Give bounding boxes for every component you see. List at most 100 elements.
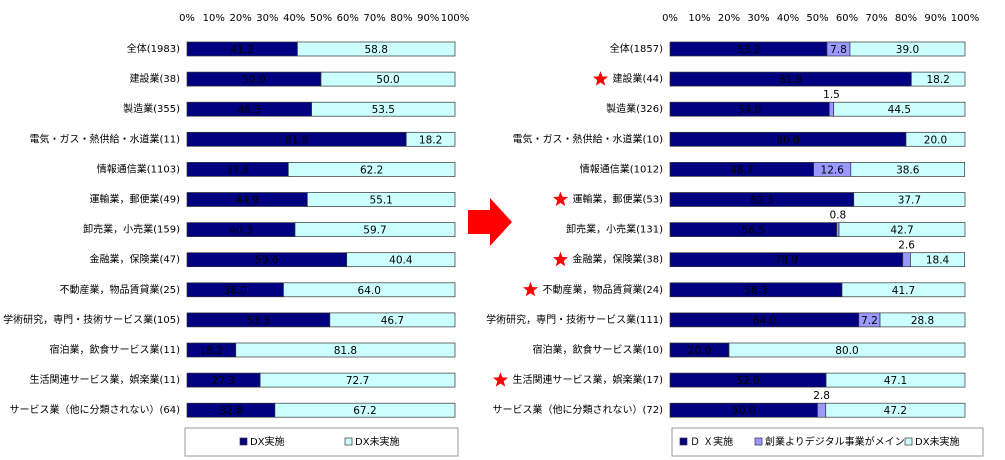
bar-segment bbox=[311, 101, 456, 117]
value-label: 56.5 bbox=[742, 225, 765, 237]
bar-segment bbox=[274, 402, 456, 418]
bar-segment bbox=[817, 402, 827, 418]
x-tick-label: 90% bbox=[417, 13, 439, 24]
category-label: 学術研究，専門・技術サービス業(111) bbox=[486, 313, 663, 326]
value-label: 32.8 bbox=[219, 405, 242, 417]
category-label: 卸売業，小売業(159) bbox=[83, 223, 180, 236]
value-label: 40.3 bbox=[229, 225, 252, 237]
category-label: 運輸業，郵便業(49) bbox=[89, 193, 180, 206]
star-icon bbox=[552, 191, 569, 206]
bar-segment bbox=[320, 71, 456, 87]
value-label: 62.3 bbox=[750, 195, 773, 207]
value-label: 58.8 bbox=[365, 44, 388, 56]
x-tick-label: 70% bbox=[363, 13, 385, 24]
bar-segment bbox=[346, 252, 456, 268]
value-label: 64.0 bbox=[753, 315, 776, 327]
category-label: 生活関連サービス業，娯楽業(17) bbox=[512, 373, 663, 386]
category-label: 電気・ガス・熱供給・水道業(10) bbox=[512, 132, 663, 145]
value-label: 48.7 bbox=[730, 164, 753, 176]
value-label: 50.0 bbox=[242, 74, 265, 86]
bar-segment bbox=[728, 342, 966, 358]
category-label: 金融業，保険業(38) bbox=[572, 253, 663, 266]
bar-segment bbox=[294, 222, 456, 237]
category-label: 卸売業，小売業(131) bbox=[566, 223, 663, 236]
x-tick-label: 40% bbox=[283, 13, 305, 24]
legend-swatch bbox=[754, 437, 763, 446]
value-label: 81.8 bbox=[779, 74, 802, 86]
x-tick-label: 0% bbox=[179, 13, 195, 24]
legend-swatch bbox=[679, 437, 688, 446]
value-label: 50.0 bbox=[376, 74, 399, 86]
value-label: 44.5 bbox=[888, 104, 911, 116]
value-label: 7.8 bbox=[830, 44, 847, 56]
bar-segment bbox=[306, 192, 456, 207]
value-label: 38.6 bbox=[896, 164, 920, 176]
category-label: 金融業，保険業(47) bbox=[89, 253, 180, 266]
legend-box bbox=[671, 427, 984, 457]
value-label: 55.1 bbox=[369, 195, 392, 207]
x-tick-label: 100% bbox=[951, 13, 980, 24]
value-label: 80.0 bbox=[776, 134, 799, 146]
value-label: 36.0 bbox=[224, 285, 247, 297]
x-tick-label: 50% bbox=[310, 13, 332, 24]
category-label: 運輸業，郵便業(53) bbox=[572, 193, 663, 206]
x-tick-label: 40% bbox=[777, 13, 799, 24]
value-label: 64.0 bbox=[358, 285, 381, 297]
bar-segment bbox=[841, 282, 966, 298]
bar-segment bbox=[849, 41, 966, 57]
value-label: 54.0 bbox=[738, 104, 761, 116]
legend-label: Ｄ Ｘ実施 bbox=[690, 435, 733, 448]
value-label: 1.5 bbox=[823, 89, 840, 101]
value-label: 28.8 bbox=[911, 315, 934, 327]
x-tick-label: 50% bbox=[806, 13, 828, 24]
value-label: 53.2 bbox=[737, 44, 760, 56]
bar-segment bbox=[910, 71, 966, 87]
value-label: 40.4 bbox=[389, 255, 413, 267]
bar-segment bbox=[825, 372, 966, 388]
value-label: 18.2 bbox=[419, 134, 442, 146]
bar-segment bbox=[405, 131, 456, 147]
category-label: 電気・ガス・熱供給・水道業(11) bbox=[29, 132, 180, 145]
bar-segment bbox=[287, 162, 456, 177]
value-label: 80.0 bbox=[835, 345, 858, 357]
value-label: 18.2 bbox=[200, 345, 223, 357]
category-label: サービス業（他に分類されない）(64) bbox=[9, 403, 180, 416]
category-label: 学術研究，専門・技術サービス業(105) bbox=[3, 313, 180, 326]
legend-label: DX未実施 bbox=[915, 435, 960, 448]
x-tick-label: 30% bbox=[256, 13, 278, 24]
x-tick-label: 60% bbox=[836, 13, 858, 24]
category-label: 全体(1857) bbox=[610, 42, 663, 55]
category-label: 宿泊業，飲食サービス業(11) bbox=[49, 343, 180, 356]
value-label: 0.8 bbox=[830, 210, 847, 222]
value-label: 59.7 bbox=[363, 225, 386, 237]
category-label: 製造業(326) bbox=[606, 102, 663, 115]
category-label: 建設業(44) bbox=[612, 72, 663, 85]
arrow bbox=[468, 198, 512, 246]
bar-segment bbox=[828, 101, 835, 117]
value-label: 2.8 bbox=[813, 390, 830, 402]
category-label: サービス業（他に分類されない）(72) bbox=[492, 403, 663, 416]
value-label: 47.2 bbox=[884, 405, 907, 417]
category-label: 製造業(355) bbox=[123, 102, 180, 115]
category-label: 生活関連サービス業，娯楽業(11) bbox=[29, 373, 180, 386]
bar-segment bbox=[259, 372, 456, 388]
category-label: 宿泊業，飲食サービス業(10) bbox=[532, 343, 663, 356]
x-tick-label: 20% bbox=[229, 13, 251, 24]
bar-segment bbox=[283, 282, 456, 298]
bar-segment bbox=[910, 252, 966, 268]
value-label: 72.7 bbox=[346, 375, 369, 387]
x-tick-label: 100% bbox=[441, 13, 470, 24]
x-tick-label: 20% bbox=[718, 13, 740, 24]
bar-segment bbox=[853, 192, 966, 207]
value-label: 67.2 bbox=[353, 405, 376, 417]
category-label: 情報通信業(1012) bbox=[580, 162, 663, 175]
bar-segment bbox=[902, 252, 911, 268]
value-label: 41.7 bbox=[892, 285, 915, 297]
value-label: 20.0 bbox=[688, 345, 711, 357]
legend-label: DX未実施 bbox=[355, 435, 400, 448]
legend-box bbox=[184, 427, 459, 457]
bar-segment bbox=[235, 342, 456, 358]
value-label: 53.3 bbox=[247, 315, 270, 327]
legend-swatch bbox=[344, 437, 353, 446]
